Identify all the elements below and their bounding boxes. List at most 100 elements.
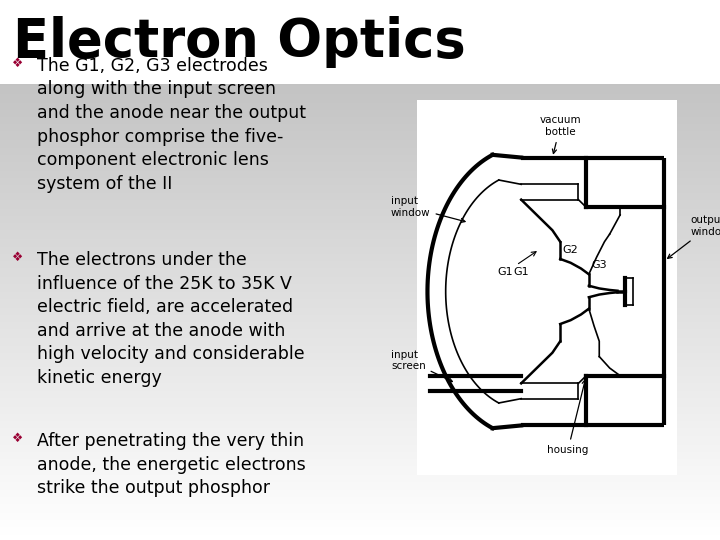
Text: G2: G2 <box>563 245 578 255</box>
Bar <box>0 443 720 444</box>
Bar <box>0 18 720 20</box>
Bar <box>0 378 720 380</box>
Bar <box>0 506 720 508</box>
Bar <box>0 290 720 292</box>
Text: input
screen: input screen <box>391 349 452 382</box>
Bar <box>0 0 720 84</box>
Bar <box>0 167 720 169</box>
Bar <box>0 405 720 407</box>
Bar <box>0 81 720 83</box>
Bar <box>0 96 720 97</box>
Bar <box>0 266 720 268</box>
Bar <box>0 511 720 513</box>
Bar <box>0 177 720 178</box>
Bar <box>0 362 720 363</box>
Bar <box>0 509 720 511</box>
Bar <box>0 196 720 198</box>
Bar <box>0 169 720 171</box>
Bar <box>0 326 720 328</box>
Bar <box>0 160 720 162</box>
Bar <box>0 477 720 479</box>
Bar <box>0 292 720 293</box>
Bar <box>0 301 720 302</box>
Bar <box>0 79 720 81</box>
Bar <box>0 234 720 236</box>
Bar <box>0 228 720 231</box>
Bar <box>0 414 720 416</box>
Bar <box>0 387 720 389</box>
Bar <box>0 66 720 69</box>
Bar <box>0 200 720 201</box>
Bar <box>0 187 720 189</box>
Bar <box>0 259 720 261</box>
Bar <box>0 45 720 47</box>
Bar <box>0 347 720 349</box>
Bar <box>0 421 720 423</box>
Text: ❖: ❖ <box>12 432 24 445</box>
Bar <box>0 450 720 452</box>
Bar <box>0 302 720 304</box>
Bar <box>0 5 720 7</box>
Bar <box>0 437 720 439</box>
Bar <box>0 178 720 180</box>
Bar <box>0 77 720 79</box>
Bar <box>0 470 720 471</box>
Bar <box>0 247 720 248</box>
Bar <box>0 279 720 281</box>
Text: output
window: output window <box>667 215 720 258</box>
Bar <box>0 457 720 459</box>
Bar <box>0 191 720 193</box>
Bar <box>0 157 720 158</box>
Bar <box>0 104 720 106</box>
Bar <box>0 250 720 252</box>
Bar <box>0 484 720 486</box>
Bar <box>0 128 720 130</box>
Bar <box>0 491 720 493</box>
Bar <box>0 363 720 366</box>
Bar <box>0 241 720 243</box>
Text: ❖: ❖ <box>12 57 24 70</box>
Bar <box>0 42 720 43</box>
Bar <box>0 261 720 263</box>
Bar <box>0 236 720 238</box>
Bar <box>0 150 720 151</box>
Bar <box>0 515 720 517</box>
Bar <box>0 448 720 450</box>
Bar <box>0 144 720 146</box>
Text: G1: G1 <box>498 252 536 278</box>
Bar <box>0 83 720 85</box>
Bar <box>0 299 720 301</box>
Bar <box>417 100 678 483</box>
Bar <box>0 50 720 52</box>
Bar <box>0 417 720 420</box>
Bar <box>0 393 720 394</box>
Bar <box>0 254 720 255</box>
Bar <box>0 344 720 346</box>
Bar <box>0 428 720 430</box>
Bar <box>0 295 720 297</box>
Bar <box>0 518 720 520</box>
Bar <box>0 339 720 340</box>
Text: G1: G1 <box>513 267 529 278</box>
Bar <box>0 207 720 209</box>
Bar <box>0 425 720 427</box>
Bar <box>0 15 720 16</box>
Bar <box>0 371 720 373</box>
Bar <box>0 401 720 403</box>
Bar <box>0 212 720 214</box>
Text: The G1, G2, G3 electrodes
along with the input screen
and the anode near the out: The G1, G2, G3 electrodes along with the… <box>37 57 307 193</box>
Bar <box>0 99 720 101</box>
Bar <box>0 342 720 344</box>
Bar <box>0 164 720 166</box>
Bar <box>0 474 720 475</box>
Bar <box>0 373 720 374</box>
Bar <box>0 120 720 123</box>
Bar <box>0 490 720 491</box>
Bar <box>0 358 720 360</box>
Bar <box>0 198 720 200</box>
Bar <box>0 214 720 216</box>
Bar <box>0 275 720 277</box>
Bar <box>0 155 720 157</box>
Bar <box>0 463 720 464</box>
Bar <box>0 29 720 31</box>
